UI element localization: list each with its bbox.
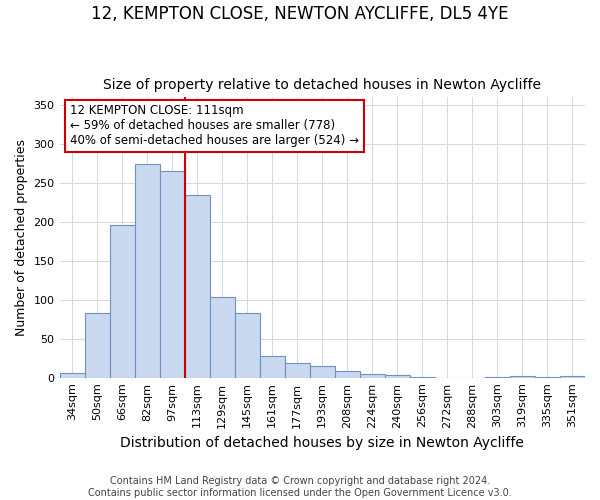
Text: Contains HM Land Registry data © Crown copyright and database right 2024.
Contai: Contains HM Land Registry data © Crown c… <box>88 476 512 498</box>
Bar <box>310 366 335 378</box>
Bar <box>185 194 209 378</box>
Bar <box>209 296 235 378</box>
Bar <box>360 374 385 378</box>
Bar <box>59 373 85 378</box>
Bar <box>134 164 160 378</box>
Bar <box>285 363 310 378</box>
Bar <box>335 370 360 378</box>
Bar <box>560 376 585 378</box>
Y-axis label: Number of detached properties: Number of detached properties <box>15 139 28 336</box>
Bar <box>510 376 535 378</box>
Bar <box>235 313 260 378</box>
X-axis label: Distribution of detached houses by size in Newton Aycliffe: Distribution of detached houses by size … <box>121 436 524 450</box>
Title: Size of property relative to detached houses in Newton Aycliffe: Size of property relative to detached ho… <box>103 78 541 92</box>
Text: 12, KEMPTON CLOSE, NEWTON AYCLIFFE, DL5 4YE: 12, KEMPTON CLOSE, NEWTON AYCLIFFE, DL5 … <box>91 5 509 23</box>
Text: 12 KEMPTON CLOSE: 111sqm
← 59% of detached houses are smaller (778)
40% of semi-: 12 KEMPTON CLOSE: 111sqm ← 59% of detach… <box>70 104 359 148</box>
Bar <box>535 377 560 378</box>
Bar <box>85 313 110 378</box>
Bar <box>385 376 410 378</box>
Bar <box>485 377 510 378</box>
Bar <box>160 172 185 378</box>
Bar <box>110 225 134 378</box>
Bar <box>260 356 285 378</box>
Bar <box>410 377 435 378</box>
